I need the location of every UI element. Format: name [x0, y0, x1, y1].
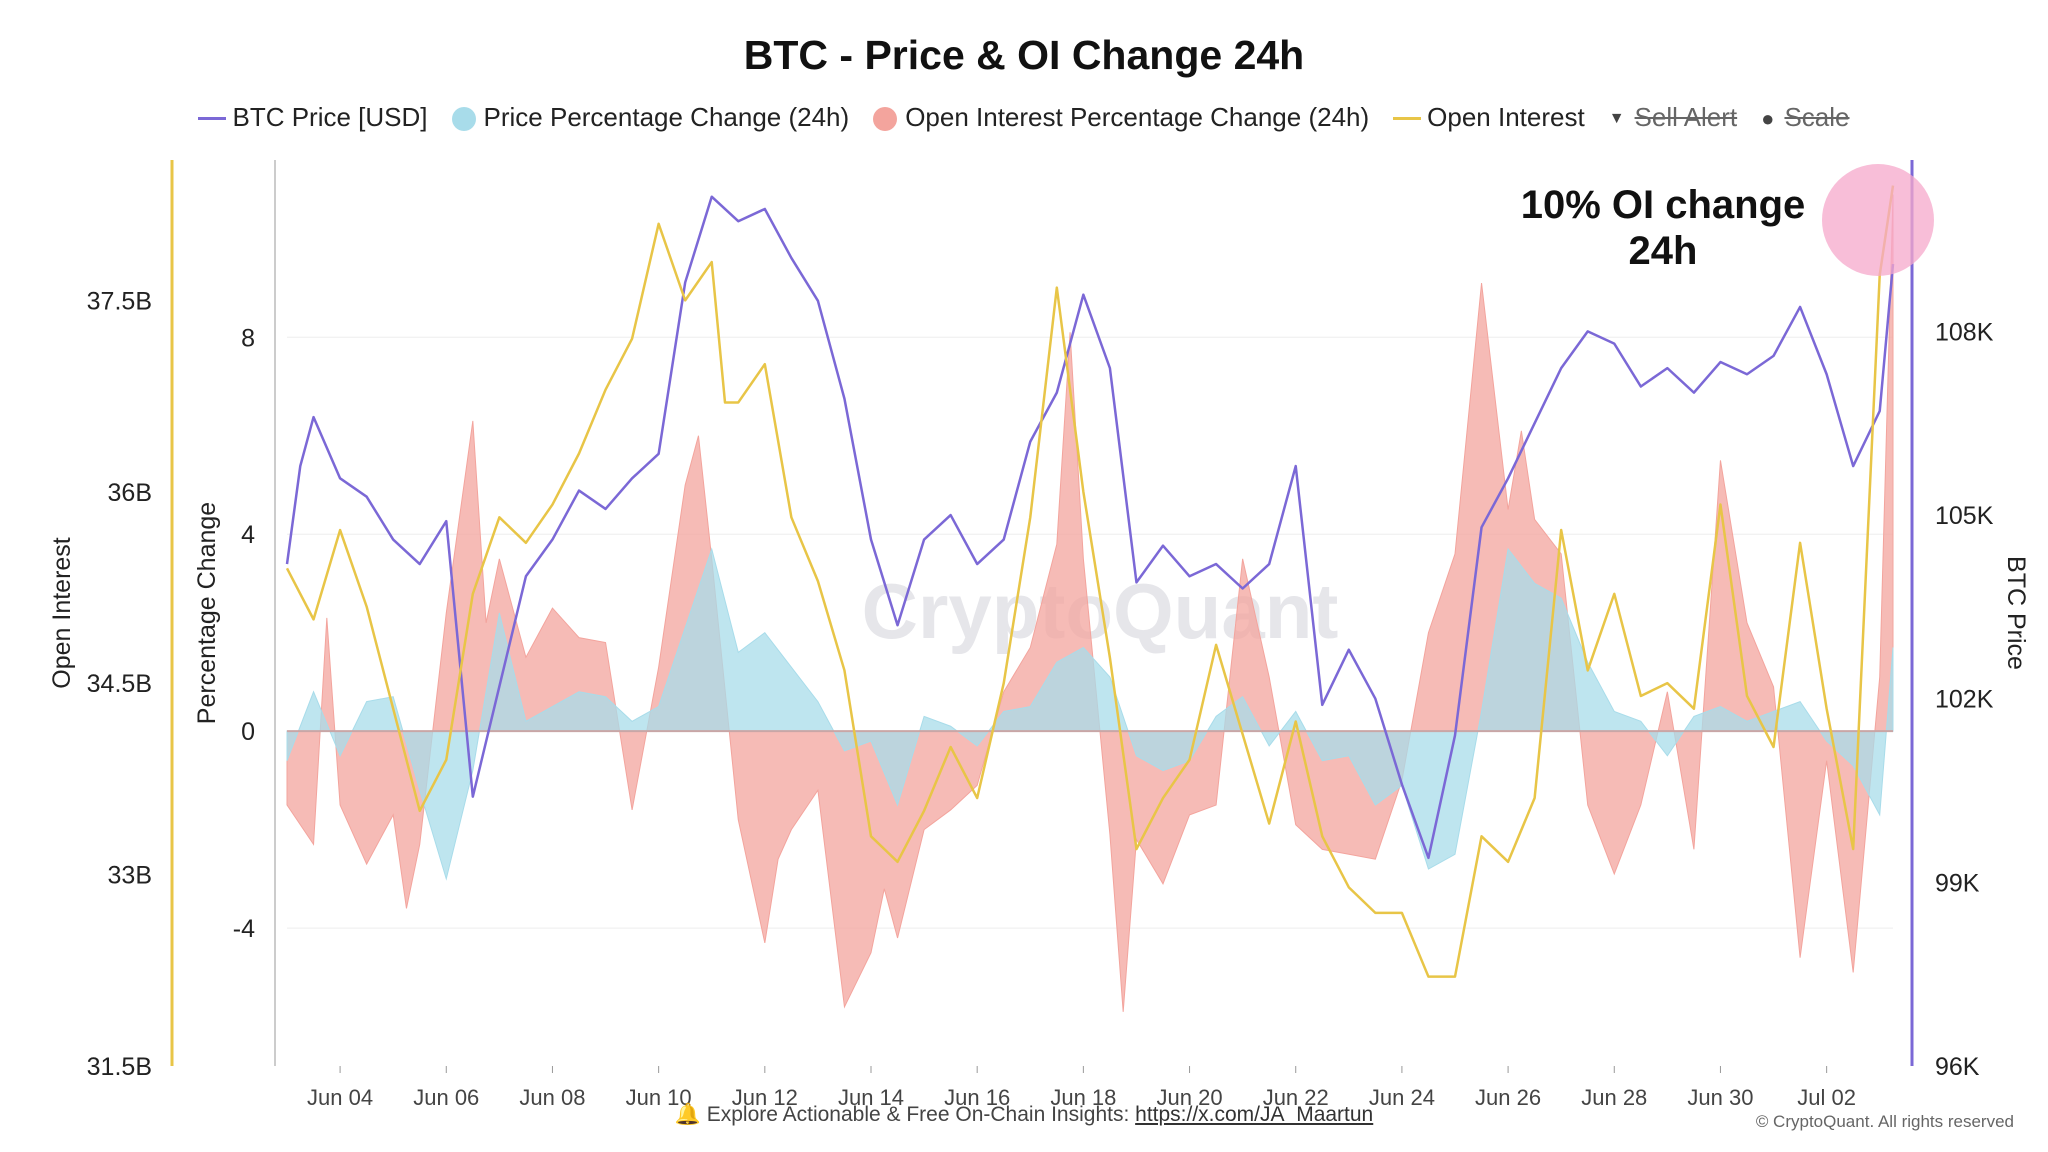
- line-series: [285, 185, 1895, 978]
- btc-price-tick: 99K: [1935, 869, 1980, 897]
- btc-price-tick: 96K: [1935, 1053, 1980, 1081]
- open-interest-axis-label: Open Interest: [48, 537, 76, 689]
- annotation-line1: 10% OI change: [1521, 183, 1806, 227]
- open-interest-tick: 33B: [108, 862, 152, 890]
- x-tick-label: Jun 04: [307, 1085, 373, 1110]
- x-tick-label: Jun 14: [838, 1085, 904, 1110]
- line-series: [285, 195, 1895, 860]
- x-tick-label: Jun 26: [1475, 1085, 1541, 1110]
- percentage-tick: 8: [241, 324, 255, 352]
- x-tick-label: Jun 28: [1581, 1085, 1647, 1110]
- legend-item[interactable]: ● Scale: [1761, 102, 1849, 133]
- btc-price-tick: 102K: [1935, 686, 1994, 714]
- open-interest-tick: 36B: [108, 479, 152, 507]
- btc-price-axis-label: BTC Price: [2002, 556, 2030, 670]
- x-tick-label: Jul 02: [1797, 1085, 1856, 1110]
- triangle-icon: ▼: [1608, 109, 1625, 127]
- x-tick-label: Jun 20: [1157, 1085, 1223, 1110]
- legend-line-swatch: [1393, 117, 1422, 121]
- legend-item[interactable]: BTC Price [USD]: [198, 101, 428, 133]
- chart-title: BTC - Price & OI Change 24h: [743, 32, 1305, 78]
- open-interest-tick: 31.5B: [87, 1053, 152, 1081]
- legend-label: Scale: [1784, 101, 1850, 132]
- x-tick-label: Jun 08: [519, 1085, 585, 1110]
- legend-item[interactable]: Open Interest: [1393, 102, 1585, 133]
- area-series: [286, 194, 1894, 1012]
- x-tick-label: Jun 10: [626, 1085, 692, 1110]
- legend-label: Open Interest Percentage Change (24h): [905, 101, 1370, 132]
- footer-text: Explore Actionable & Free On-Chain Insig…: [706, 1103, 1130, 1126]
- annotation-line2: 24h: [1629, 229, 1698, 273]
- bell-icon: 🔔: [674, 1103, 701, 1126]
- legend-item[interactable]: ▼ Sell Alert: [1609, 102, 1737, 133]
- legend-label: Open Interest: [1427, 101, 1585, 132]
- percentage-tick: 4: [241, 521, 255, 549]
- legend-dot-swatch: [873, 106, 898, 131]
- x-tick-label: Jun 18: [1050, 1085, 1116, 1110]
- legend-item[interactable]: Price Percentage Change (24h): [451, 101, 850, 133]
- x-tick-label: Jun 16: [944, 1085, 1010, 1110]
- x-tick-label: Jun 06: [413, 1085, 479, 1110]
- footer-link[interactable]: https://x.com/JA_Maartun: [1135, 1103, 1374, 1126]
- x-tick-label: Jun 24: [1369, 1085, 1435, 1110]
- legend: BTC Price [USD] Price Percentage Change (…: [0, 100, 2048, 133]
- area-series: [286, 547, 1894, 881]
- x-tick-label: Jun 30: [1687, 1085, 1753, 1110]
- x-tick-label: Jun 22: [1263, 1085, 1329, 1110]
- legend-dot-swatch: [451, 106, 476, 131]
- percentage-tick: -4: [233, 915, 255, 943]
- legend-item[interactable]: Open Interest Percentage Change (24h): [873, 102, 1369, 133]
- copyright: © CryptoQuant. All rights reserved: [1755, 1112, 2014, 1131]
- legend-label: Price Percentage Change (24h): [483, 101, 850, 132]
- percentage-tick: 0: [241, 718, 255, 746]
- percentage-axis-label: Percentage Change: [193, 502, 221, 724]
- dot-icon: ●: [1761, 105, 1775, 131]
- btc-price-tick: 105K: [1935, 502, 1994, 530]
- legend-label: BTC Price [USD]: [232, 101, 428, 132]
- highlight-circle: [1822, 164, 1934, 276]
- x-tick-label: Jun 12: [732, 1085, 798, 1110]
- legend-label: Sell Alert: [1634, 101, 1738, 132]
- legend-line-swatch: [198, 117, 227, 121]
- open-interest-tick: 37.5B: [87, 287, 152, 315]
- open-interest-tick: 34.5B: [87, 670, 152, 698]
- footer: 🔔 Explore Actionable & Free On-Chain Ins…: [0, 1103, 2048, 1127]
- watermark: CryptoQuant: [862, 567, 1339, 655]
- btc-price-tick: 108K: [1935, 318, 1994, 346]
